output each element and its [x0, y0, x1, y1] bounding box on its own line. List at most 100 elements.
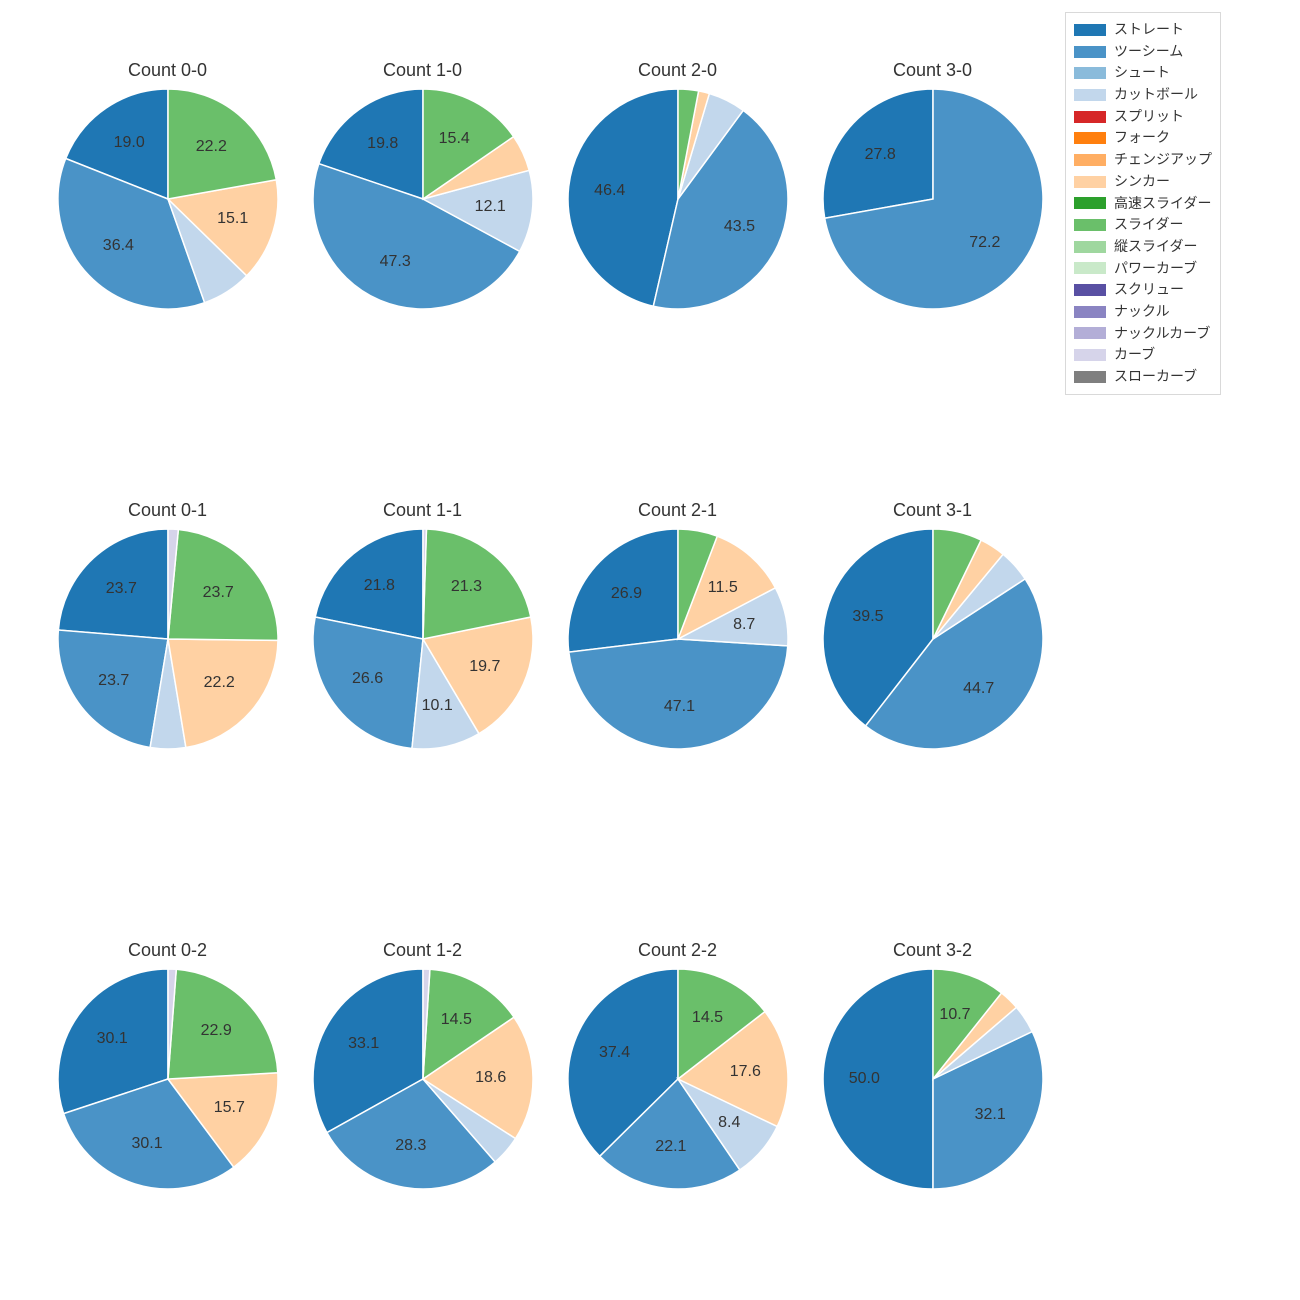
- legend-swatch: [1074, 262, 1106, 274]
- legend-label: カーブ: [1114, 344, 1155, 366]
- legend-swatch: [1074, 24, 1106, 36]
- legend-item: カットボール: [1074, 84, 1212, 106]
- pie-svg: [568, 529, 788, 749]
- pie-slice: [168, 529, 278, 640]
- legend-label: ナックルカーブ: [1114, 323, 1210, 345]
- legend-label: シンカー: [1114, 171, 1170, 193]
- legend-swatch: [1074, 241, 1106, 253]
- legend-item: チェンジアップ: [1074, 149, 1212, 171]
- legend-item: スプリット: [1074, 106, 1212, 128]
- pie-chart: Count 0-0 19.036.415.122.2: [45, 60, 290, 309]
- legend-label: スローカーブ: [1114, 366, 1197, 388]
- pie-chart: Count 1-121.826.610.119.721.3: [300, 500, 545, 749]
- pie-slice: [168, 89, 276, 199]
- pie-wrap: 27.872.2: [823, 89, 1043, 309]
- pie-slice: [313, 617, 423, 748]
- pie-chart: Count 2-1 26.947.18.711.5: [555, 500, 800, 749]
- legend: ストレートツーシームシュートカットボールスプリットフォークチェンジアップシンカー…: [1065, 12, 1221, 395]
- chart-title: Count 3-1: [810, 500, 1055, 521]
- pie-svg: [568, 89, 788, 309]
- pie-chart: Count 3-1 39.544.7: [810, 500, 1055, 749]
- legend-swatch: [1074, 46, 1106, 58]
- pie-slice: [58, 630, 168, 748]
- legend-label: スクリュー: [1114, 279, 1184, 301]
- pie-wrap: 33.128.318.614.5: [313, 969, 533, 1189]
- chart-title: Count 1-0: [300, 60, 545, 81]
- legend-item: 縦スライダー: [1074, 236, 1212, 258]
- legend-label: ナックル: [1114, 301, 1170, 323]
- figure: ストレートツーシームシュートカットボールスプリットフォークチェンジアップシンカー…: [0, 0, 1300, 1300]
- legend-label: カットボール: [1114, 84, 1198, 106]
- legend-swatch: [1074, 284, 1106, 296]
- legend-item: シンカー: [1074, 171, 1212, 193]
- pie-svg: [823, 529, 1043, 749]
- pie-svg: [58, 969, 278, 1189]
- pie-svg: [823, 89, 1043, 309]
- pie-wrap: 37.422.18.417.614.5: [568, 969, 788, 1189]
- legend-item: スローカーブ: [1074, 366, 1212, 388]
- legend-item: パワーカーブ: [1074, 258, 1212, 280]
- pie-svg: [568, 969, 788, 1189]
- legend-item: ストレート: [1074, 19, 1212, 41]
- legend-swatch: [1074, 327, 1106, 339]
- legend-swatch: [1074, 89, 1106, 101]
- pie-chart: Count 3-2 50.032.110.7: [810, 940, 1055, 1189]
- legend-label: シュート: [1114, 62, 1170, 84]
- pie-wrap: 19.847.312.115.4: [313, 89, 533, 309]
- chart-title: Count 3-2: [810, 940, 1055, 961]
- legend-item: スクリュー: [1074, 279, 1212, 301]
- pie-svg: [313, 89, 533, 309]
- chart-title: Count 0-0: [45, 60, 290, 81]
- legend-swatch: [1074, 176, 1106, 188]
- chart-title: Count 1-1: [300, 500, 545, 521]
- legend-item: シュート: [1074, 62, 1212, 84]
- legend-swatch: [1074, 371, 1106, 383]
- legend-item: フォーク: [1074, 127, 1212, 149]
- legend-item: 高速スライダー: [1074, 193, 1212, 215]
- pie-svg: [58, 529, 278, 749]
- pie-wrap: 23.723.722.223.7: [58, 529, 278, 749]
- legend-swatch: [1074, 349, 1106, 361]
- chart-title: Count 3-0: [810, 60, 1055, 81]
- pie-slice: [823, 969, 933, 1189]
- legend-swatch: [1074, 219, 1106, 231]
- legend-swatch: [1074, 154, 1106, 166]
- pie-slice: [168, 969, 278, 1079]
- pie-chart: Count 1-2 33.128.318.614.5: [300, 940, 545, 1189]
- legend-item: ナックルカーブ: [1074, 323, 1212, 345]
- legend-label: ストレート: [1114, 19, 1184, 41]
- pie-chart: Count 1-0 19.847.312.115.4: [300, 60, 545, 309]
- legend-label: 縦スライダー: [1114, 236, 1197, 258]
- pie-svg: [313, 969, 533, 1189]
- legend-item: ツーシーム: [1074, 41, 1212, 63]
- pie-wrap: 30.130.115.722.9: [58, 969, 278, 1189]
- chart-title: Count 1-2: [300, 940, 545, 961]
- pie-wrap: 26.947.18.711.5: [568, 529, 788, 749]
- legend-label: スライダー: [1114, 214, 1183, 236]
- pie-chart: Count 3-0 27.872.2: [810, 60, 1055, 309]
- pie-slice: [568, 639, 787, 749]
- legend-swatch: [1074, 306, 1106, 318]
- pie-wrap: 39.544.7: [823, 529, 1043, 749]
- chart-title: Count 0-1: [45, 500, 290, 521]
- pie-svg: [58, 89, 278, 309]
- chart-title: Count 0-2: [45, 940, 290, 961]
- legend-item: ナックル: [1074, 301, 1212, 323]
- legend-swatch: [1074, 67, 1106, 79]
- legend-swatch: [1074, 132, 1106, 144]
- pie-slice: [58, 529, 168, 639]
- pie-wrap: 46.443.5: [568, 89, 788, 309]
- legend-label: パワーカーブ: [1114, 258, 1197, 280]
- legend-label: ツーシーム: [1114, 41, 1183, 63]
- legend-label: チェンジアップ: [1114, 149, 1212, 171]
- pie-chart: Count 2-0 46.443.5: [555, 60, 800, 309]
- chart-title: Count 2-0: [555, 60, 800, 81]
- pie-chart: Count 2-2 37.422.18.417.614.5: [555, 940, 800, 1189]
- chart-title: Count 2-2: [555, 940, 800, 961]
- chart-title: Count 2-1: [555, 500, 800, 521]
- legend-swatch: [1074, 197, 1106, 209]
- pie-wrap: 19.036.415.122.2: [58, 89, 278, 309]
- pie-chart: Count 0-1 23.723.722.223.7: [45, 500, 290, 749]
- legend-label: フォーク: [1114, 127, 1170, 149]
- pie-wrap: 50.032.110.7: [823, 969, 1043, 1189]
